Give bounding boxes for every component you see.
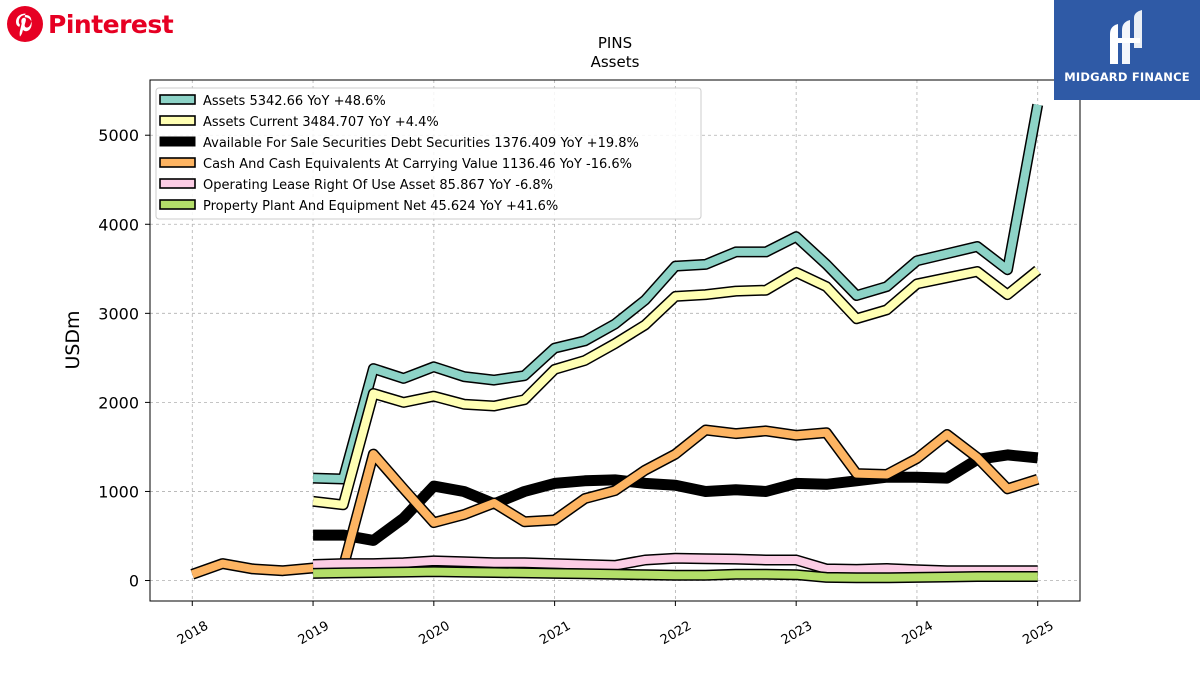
series-line: [312, 554, 1038, 575]
legend-swatch: [159, 178, 196, 189]
x-tick-label: 2018: [175, 619, 211, 649]
y-tick-label: 2000: [98, 393, 139, 412]
x-tick-label: 2024: [900, 619, 936, 649]
x-tick-label: 2020: [417, 619, 453, 649]
legend-box: [155, 87, 702, 220]
pinterest-brand: Pinterest: [6, 6, 174, 42]
legend-entry: Assets Current 3484.707 YoY +4.4%: [203, 115, 439, 130]
brand-name: Pinterest: [48, 9, 174, 39]
series-4: [312, 552, 1038, 577]
midgard-logo-icon: [1110, 10, 1142, 64]
plot-area: [149, 79, 1081, 602]
y-axis-label: USDm: [62, 310, 84, 369]
badge-label: MIDGARD FINANCE: [1064, 70, 1190, 84]
series-line: [313, 567, 1038, 582]
x-tick-label: 2021: [537, 619, 573, 649]
chart-title: PINS: [598, 34, 632, 52]
pinterest-logo-icon: [7, 6, 43, 42]
midgard-finance-badge: MIDGARD FINANCE: [1054, 0, 1200, 100]
series-0: [312, 103, 1044, 485]
y-tick-label: 5000: [98, 126, 139, 145]
series-5: [313, 566, 1038, 584]
legend-swatch: [159, 199, 196, 210]
legend-entry: Property Plant And Equipment Net 45.624 …: [203, 199, 558, 214]
series-2: [313, 449, 1039, 546]
y-tick-label: 1000: [98, 482, 139, 501]
legend-entry: Assets 5342.66 YoY +48.6%: [203, 94, 386, 109]
y-tick-label: 4000: [98, 215, 139, 234]
x-tick-label: 2019: [296, 619, 332, 649]
legend-swatch: [159, 115, 196, 126]
legend-swatch: [159, 94, 196, 105]
series-lines: [190, 103, 1044, 584]
chart-subtitle: Assets: [591, 53, 640, 71]
x-tick-label: 2023: [779, 619, 815, 649]
legend-entry: Cash And Cash Equivalents At Carrying Va…: [203, 157, 632, 172]
series-line: [312, 103, 1042, 483]
series-1: [312, 265, 1042, 511]
legend-entry: Operating Lease Right Of Use Asset 85.86…: [203, 178, 553, 193]
legend-swatch: [159, 157, 196, 168]
legend-entry: Available For Sale Securities Debt Secur…: [203, 136, 639, 151]
x-tick-label: 2022: [658, 619, 694, 649]
legend: Assets 5342.66 YoY +48.6% Assets Current …: [155, 87, 702, 220]
series-line: [313, 449, 1039, 546]
y-tick-label: 0: [129, 572, 139, 591]
legend-swatch: [159, 136, 196, 147]
series-line: [312, 267, 1041, 509]
y-tick-label: 3000: [98, 304, 139, 323]
x-tick-label: 2025: [1020, 619, 1056, 649]
